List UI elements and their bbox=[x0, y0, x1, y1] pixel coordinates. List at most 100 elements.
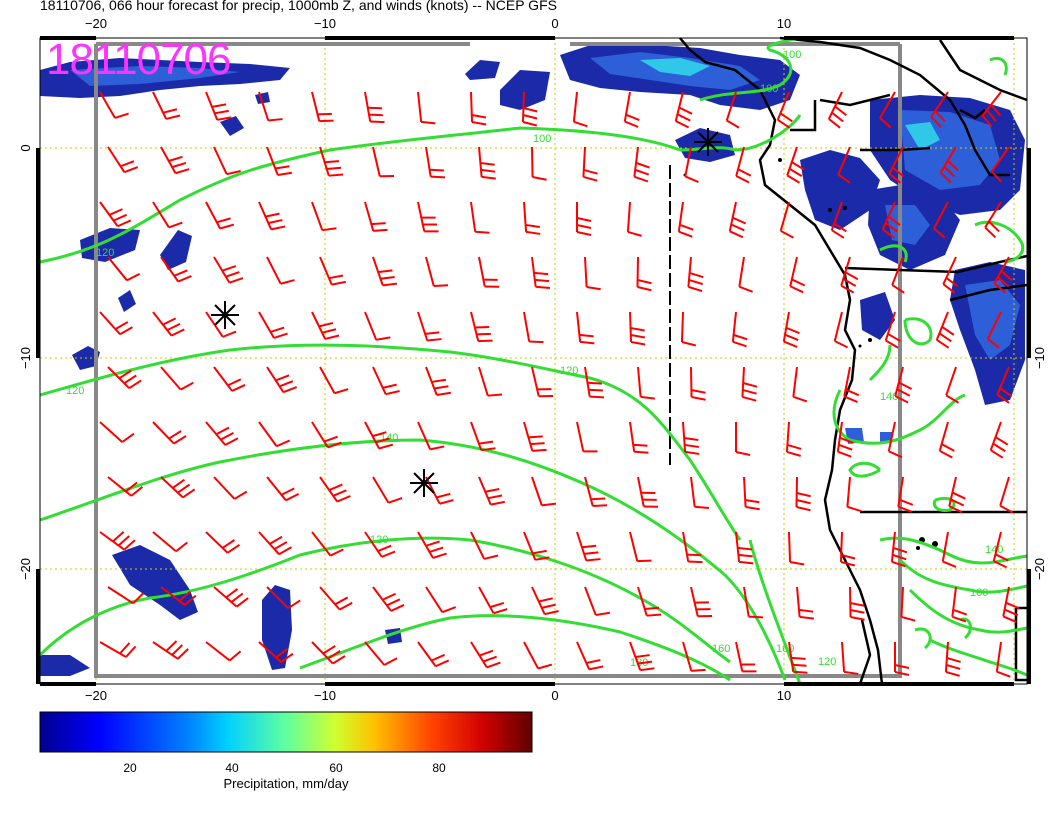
wind-barb-icon bbox=[205, 311, 237, 338]
wind-barb-icon bbox=[576, 202, 592, 236]
wind-barb-icon bbox=[205, 201, 235, 230]
wind-barb-icon bbox=[152, 421, 187, 445]
lon-tick-label: −20 bbox=[85, 16, 107, 31]
wind-barb-icon bbox=[788, 641, 808, 674]
wind-barb-icon bbox=[470, 531, 499, 560]
wind-barb-icon bbox=[205, 641, 242, 662]
wind-barb-icon bbox=[311, 311, 340, 340]
lon-tick-label: −10 bbox=[314, 16, 336, 31]
lon-tick-label: −10 bbox=[314, 688, 336, 703]
colorbar-tick-label: 60 bbox=[329, 761, 343, 775]
wind-barb-icon bbox=[636, 256, 652, 292]
wind-barb-icon bbox=[584, 586, 611, 616]
wind-barb-icon bbox=[999, 476, 1014, 514]
wind-barb-icon bbox=[986, 311, 1002, 349]
wind-barb-icon bbox=[792, 366, 808, 403]
wind-barb-icon bbox=[637, 586, 662, 617]
wind-barb-icon bbox=[789, 256, 806, 294]
wind-barb-icon bbox=[213, 586, 249, 608]
wind-barb-icon bbox=[633, 146, 650, 183]
colorbar-ticks: 20 40 60 80 bbox=[123, 761, 446, 775]
wind-barb-icon bbox=[626, 201, 642, 237]
wind-barb-icon bbox=[990, 146, 1010, 183]
wind-barb-icon bbox=[735, 146, 752, 184]
wind-barb-icon bbox=[690, 586, 713, 618]
wind-barb-icon bbox=[425, 366, 452, 396]
wind-barb-icon bbox=[993, 256, 1013, 294]
wind-barb-icon bbox=[833, 311, 849, 349]
wind-barb-icon bbox=[894, 366, 913, 404]
wind-barb-icon bbox=[582, 146, 598, 182]
wind-barb-icon bbox=[523, 311, 544, 344]
wind-barb-icon bbox=[213, 256, 244, 284]
wind-barb-icon bbox=[840, 256, 859, 294]
contour-label: 120 bbox=[560, 365, 578, 377]
wind-barb-icon bbox=[99, 421, 135, 443]
wind-barb-icon bbox=[743, 586, 764, 619]
wind-barb-icon bbox=[995, 641, 1011, 678]
wind-barb-icon bbox=[205, 531, 241, 554]
wind-barb-icon bbox=[941, 531, 957, 568]
wind-barb-icon bbox=[478, 366, 503, 397]
wind-barb-icon bbox=[680, 311, 697, 347]
wind-barb-icon bbox=[311, 421, 342, 449]
wind-barb-icon bbox=[945, 366, 960, 404]
lon-tick-label: 0 bbox=[551, 16, 558, 31]
wind-barb-icon bbox=[364, 531, 396, 558]
wind-barb-icon bbox=[152, 531, 188, 553]
wind-barb-icon bbox=[881, 201, 901, 239]
wind-barb-icon bbox=[836, 421, 854, 458]
wind-barb-icon bbox=[629, 311, 646, 346]
contour-label: 120 bbox=[96, 247, 114, 259]
lat-tick-label: −10 bbox=[1032, 347, 1047, 369]
wind-barb-icon bbox=[425, 476, 454, 505]
wind-barb-icon bbox=[939, 146, 959, 184]
wind-barb-icon bbox=[266, 366, 298, 394]
wind-barb-icon bbox=[637, 476, 659, 508]
wind-barb-icon bbox=[364, 311, 391, 341]
wind-barb-icon bbox=[837, 146, 851, 184]
frame-ticks bbox=[36, 36, 1031, 686]
wind-barb-icon bbox=[1002, 586, 1020, 623]
wind-barb-icon bbox=[417, 311, 442, 342]
wind-barb-icon bbox=[107, 476, 144, 497]
map-title: 18110706, 066 hour forecast for precip, … bbox=[40, 0, 557, 13]
wind-barb-icon bbox=[160, 586, 197, 606]
wind-barb-icon bbox=[160, 476, 196, 499]
colorbar-tick-label: 40 bbox=[225, 761, 239, 775]
colorbar-tick-label: 80 bbox=[432, 761, 446, 775]
wind-barb-icon bbox=[776, 91, 793, 129]
low-pressure-star-icon bbox=[694, 128, 722, 156]
wind-barb-icon bbox=[687, 256, 704, 293]
wind-barb-icon bbox=[523, 531, 550, 561]
wind-barb-icon bbox=[470, 201, 490, 234]
contour-label: 160 bbox=[712, 643, 730, 655]
wind-barb-icon bbox=[576, 311, 595, 345]
wind-barb-icon bbox=[629, 531, 652, 563]
wind-barb-icon bbox=[897, 476, 914, 513]
wind-barb-icon bbox=[99, 531, 136, 551]
wind-barb-icon bbox=[887, 421, 903, 459]
wind-barb-icon bbox=[478, 256, 500, 288]
wind-barb-icon bbox=[682, 531, 703, 564]
colorbar-title: Precipitation, mm/day bbox=[223, 776, 349, 791]
wind-barb-icon bbox=[417, 421, 445, 451]
wind-barb-icon bbox=[786, 146, 805, 184]
wind-barb-icon bbox=[99, 641, 137, 658]
wind-barb-icon bbox=[99, 201, 132, 228]
map-area bbox=[40, 38, 1027, 684]
wind-barb-icon bbox=[531, 256, 551, 290]
wind-barb-icon bbox=[425, 586, 457, 614]
wind-barb-icon bbox=[795, 476, 811, 512]
wind-barb-icon bbox=[478, 476, 505, 506]
wind-barb-icon bbox=[894, 642, 910, 676]
wind-barb-icon bbox=[266, 586, 301, 610]
wind-barb-icon bbox=[152, 201, 183, 229]
wind-barb-icon bbox=[319, 476, 351, 503]
wind-barb-icon bbox=[938, 421, 955, 459]
contour-label: 120 bbox=[66, 385, 84, 397]
wind-barb-icon bbox=[735, 531, 754, 565]
wind-barb-icon bbox=[779, 201, 794, 239]
contour-label: 100 bbox=[533, 133, 551, 145]
wind-barb-icon bbox=[531, 586, 559, 616]
